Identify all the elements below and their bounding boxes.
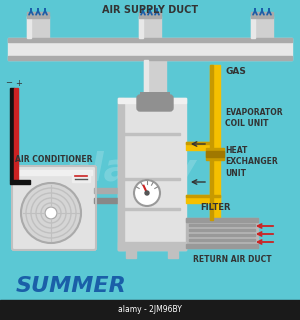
- Bar: [10, 88, 14, 180]
- Bar: [189, 234, 255, 236]
- Bar: [16, 170, 92, 175]
- Bar: [186, 142, 210, 150]
- Bar: [10, 180, 30, 184]
- FancyBboxPatch shape: [137, 95, 173, 111]
- Bar: [27, 16, 49, 38]
- Bar: [94, 188, 122, 193]
- Circle shape: [45, 207, 57, 219]
- Bar: [27, 12, 49, 18]
- Text: AIR SUPPLY DUCT: AIR SUPPLY DUCT: [102, 5, 198, 15]
- Circle shape: [145, 191, 149, 195]
- Bar: [144, 60, 166, 100]
- Bar: [168, 250, 178, 258]
- Bar: [140, 92, 170, 106]
- Bar: [186, 142, 210, 144]
- Bar: [118, 98, 124, 250]
- Bar: [139, 12, 161, 18]
- Bar: [8, 56, 292, 60]
- Bar: [186, 244, 258, 248]
- Bar: [139, 16, 161, 38]
- Text: alamy - 2JM96BY: alamy - 2JM96BY: [118, 306, 182, 315]
- Text: SUMMER: SUMMER: [16, 276, 127, 296]
- Bar: [72, 172, 90, 182]
- Bar: [189, 224, 255, 226]
- Bar: [251, 16, 273, 38]
- Bar: [14, 88, 18, 180]
- Text: EVAPORATOR
COIL UNIT: EVAPORATOR COIL UNIT: [225, 108, 283, 128]
- Text: +: +: [16, 78, 22, 87]
- Bar: [186, 218, 258, 222]
- Text: GAS: GAS: [225, 68, 246, 76]
- Bar: [210, 65, 220, 220]
- Text: RETURN AIR DUCT: RETURN AIR DUCT: [193, 255, 271, 265]
- Bar: [27, 16, 31, 38]
- Bar: [94, 198, 122, 203]
- Text: AIR CONDITIONER: AIR CONDITIONER: [15, 156, 93, 164]
- Bar: [124, 133, 180, 135]
- Bar: [189, 239, 255, 241]
- Bar: [8, 38, 292, 60]
- Bar: [118, 98, 186, 103]
- Bar: [186, 195, 220, 197]
- Bar: [210, 65, 213, 220]
- Bar: [251, 16, 255, 38]
- Bar: [126, 250, 136, 258]
- Bar: [0, 300, 300, 320]
- Text: alamy: alamy: [64, 151, 196, 189]
- Bar: [144, 60, 148, 100]
- Text: FILTER: FILTER: [200, 203, 230, 212]
- Bar: [118, 98, 186, 250]
- Circle shape: [134, 180, 160, 206]
- Circle shape: [21, 183, 81, 243]
- Bar: [186, 218, 258, 248]
- Text: HEAT
EXCHANGER
UNIT: HEAT EXCHANGER UNIT: [225, 146, 278, 178]
- Bar: [118, 242, 186, 250]
- Text: −: −: [5, 78, 13, 87]
- FancyBboxPatch shape: [12, 166, 96, 250]
- Bar: [189, 229, 255, 231]
- Bar: [124, 178, 180, 180]
- Bar: [139, 16, 143, 38]
- Bar: [206, 148, 224, 160]
- Bar: [8, 38, 292, 42]
- Bar: [186, 195, 220, 203]
- Bar: [124, 208, 180, 210]
- Bar: [251, 12, 273, 18]
- Bar: [206, 151, 224, 157]
